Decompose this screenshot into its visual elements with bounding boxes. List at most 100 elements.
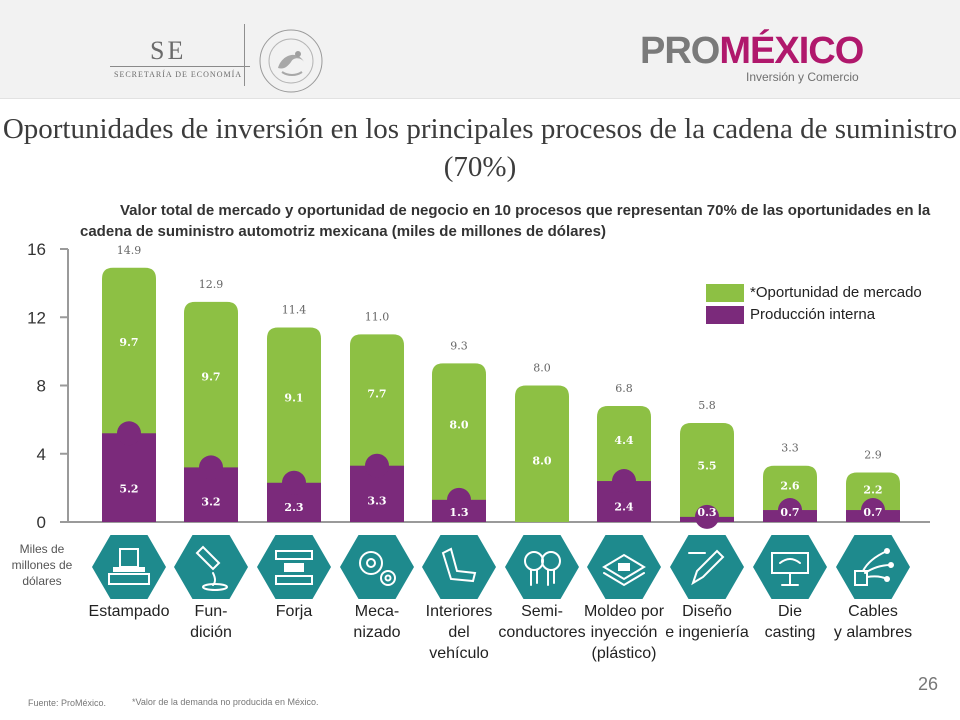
category-label: Forja	[276, 603, 313, 620]
category-label: Moldeo por	[584, 603, 665, 620]
se-logo-mark: SE	[150, 36, 187, 65]
category-label: conductores	[498, 624, 585, 641]
icon-stroke	[603, 572, 645, 587]
total-label: 11.0	[365, 310, 390, 323]
produccion-label: 2.4	[614, 500, 633, 513]
slide-title: Oportunidades de inversión en los princi…	[2, 113, 958, 183]
category-label: Diseño	[682, 603, 732, 620]
icon-stroke	[275, 575, 313, 585]
icon-stroke	[602, 553, 646, 581]
y-tick-label: 16	[27, 240, 46, 259]
se-logo-subtitle: SECRETARÍA DE ECONOMÍA	[114, 70, 243, 79]
category-label: nizado	[353, 624, 400, 641]
produccion-label: 5.2	[119, 482, 138, 495]
oportunidad-label: 2.2	[863, 483, 882, 496]
total-label: 14.9	[117, 244, 142, 257]
icon-fill	[884, 548, 890, 554]
bar-marker	[861, 498, 885, 523]
engineering-pencil-icon	[670, 535, 744, 599]
bar-marker	[282, 470, 306, 495]
total-label: 5.8	[698, 399, 716, 412]
category-label: Fun-	[195, 603, 228, 620]
y-tick-label: 4	[37, 445, 46, 464]
bar-marker	[365, 453, 389, 478]
total-label: 3.3	[781, 442, 799, 455]
bar-marker	[199, 455, 223, 480]
y-axis-label: Miles de	[20, 542, 65, 556]
category-label: y alambres	[834, 624, 912, 641]
produccion-label: 1.3	[449, 506, 468, 519]
produccion-label: 0.7	[863, 506, 882, 519]
oportunidad-label: 5.5	[697, 459, 716, 472]
total-label: 11.4	[282, 303, 307, 316]
total-label: 12.9	[199, 278, 224, 291]
promexico-wordmark: PROMÉXICO	[640, 30, 864, 72]
total-label: 8.0	[533, 362, 551, 375]
icon-fill	[884, 576, 890, 582]
y-tick-label: 8	[37, 377, 46, 396]
chart-subtitle: Valor total de mercado y oportunidad de …	[80, 202, 931, 240]
category-label: vehículo	[429, 645, 489, 662]
category-label: Cables	[848, 603, 898, 620]
bar-marker	[612, 469, 636, 494]
y-axis-label: millones de	[12, 558, 73, 572]
oportunidad-label: 2.6	[780, 480, 799, 493]
oportunidad-label: 8.0	[449, 419, 468, 432]
slide-header: SE SECRETARÍA DE ECONOMÍA PROMÉXICO Inve…	[0, 0, 960, 99]
gears-icon	[340, 535, 414, 599]
bar-oportunidad	[846, 472, 900, 522]
icon-stroke	[359, 551, 383, 575]
icon-fill	[284, 563, 304, 572]
icon-fill	[888, 562, 894, 568]
icon-stroke	[441, 547, 477, 583]
category-label: Die	[778, 603, 802, 620]
category-label: Estampado	[89, 603, 170, 620]
stamping-press-icon	[92, 535, 166, 599]
se-logo-rule	[110, 66, 250, 67]
die-casting-icon	[753, 535, 827, 599]
bar-marker	[695, 504, 719, 529]
icon-stroke	[108, 573, 150, 585]
stacked-bar-chart: 0 4 8 12 16 Miles de millones de dólares 14.9 9.7…	[12, 240, 930, 662]
bar-produccion	[102, 433, 156, 522]
category-label: inyección	[591, 624, 658, 641]
icon-fill	[113, 567, 145, 572]
icon-stroke	[781, 572, 799, 586]
produccion-label: 2.3	[284, 501, 303, 514]
icon-stroke	[195, 545, 221, 571]
oportunidad-label: 9.7	[201, 370, 220, 383]
produccion-label: 3.2	[201, 495, 220, 508]
icon-fill	[618, 563, 630, 571]
car-seat-icon	[422, 535, 496, 599]
icon-stroke	[384, 574, 392, 582]
produccion-label: 3.3	[367, 495, 386, 508]
category-label: dición	[190, 624, 232, 641]
total-label: 2.9	[864, 449, 882, 462]
icon-hexagon	[340, 535, 414, 599]
category-label: del	[448, 624, 469, 641]
icon-stroke	[380, 570, 396, 586]
icon-stroke	[366, 558, 376, 568]
se-logo: SE SECRETARÍA DE ECONOMÍA	[110, 36, 250, 82]
bar-oportunidad	[432, 363, 486, 522]
oportunidad-label: 9.7	[119, 336, 138, 349]
forging-icon	[257, 535, 331, 599]
oportunidad-label: 8.0	[532, 455, 551, 468]
produccion-label: 0.3	[697, 506, 716, 519]
legend-label-produccion: Producción interna	[750, 306, 876, 323]
legend-label-oportunidad: *Oportunidad de mercado	[750, 284, 922, 301]
category-label: e ingeniería	[665, 624, 749, 641]
icon-hexagon	[422, 535, 496, 599]
oportunidad-label: 9.1	[284, 391, 303, 404]
icon-hexagon	[753, 535, 827, 599]
bar-oportunidad	[184, 301, 238, 522]
bar-oportunidad	[515, 385, 569, 522]
category-label: Meca-	[355, 603, 399, 620]
promexico-subtitle: Inversión y Comercio	[746, 70, 859, 84]
icon-stroke	[779, 558, 801, 564]
icon-hexagon	[670, 535, 744, 599]
header-divider	[244, 24, 245, 86]
page-number: 26	[918, 674, 939, 694]
category-label: (plástico)	[592, 645, 657, 662]
national-seal-icon	[259, 29, 323, 93]
